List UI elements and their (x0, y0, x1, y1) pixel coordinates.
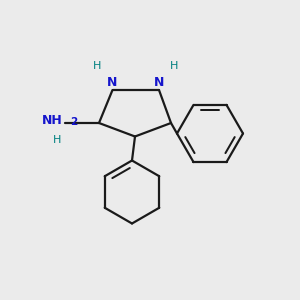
Text: N: N (154, 76, 164, 88)
Text: H: H (93, 61, 102, 70)
Text: N: N (107, 76, 118, 88)
Text: H: H (53, 135, 61, 146)
Text: 2: 2 (70, 117, 77, 127)
Text: NH: NH (42, 113, 63, 127)
Text: H: H (170, 61, 178, 70)
